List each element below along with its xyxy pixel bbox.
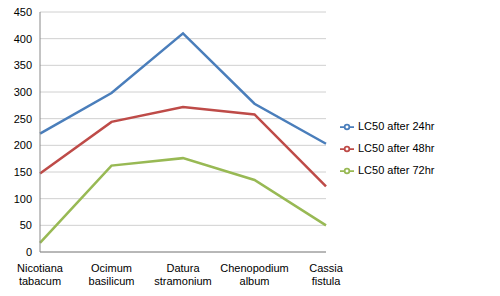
- svg-text:Chenopodiumalbum: Chenopodiumalbum: [220, 262, 289, 287]
- svg-text:350: 350: [14, 59, 32, 71]
- html-text:LC50 after 72hr: LC50 after 72hr: [358, 164, 435, 176]
- svg-text:100: 100: [14, 193, 32, 205]
- svg-text:450: 450: [14, 6, 32, 18]
- svg-text:0: 0: [26, 246, 32, 258]
- svg-text:Nicotianatabacum: Nicotianatabacum: [17, 262, 64, 287]
- svg-text:300: 300: [14, 86, 32, 98]
- html-text:LC50 after 48hr: LC50 after 48hr: [358, 142, 435, 154]
- svg-text:Cassiafistula: Cassiafistula: [309, 262, 344, 287]
- svg-text:400: 400: [14, 33, 32, 45]
- svg-text:Ocimumbasilicum: Ocimumbasilicum: [89, 262, 135, 287]
- svg-text:Daturastramonium: Daturastramonium: [154, 262, 211, 287]
- svg-text:150: 150: [14, 166, 32, 178]
- svg-text:50: 50: [20, 219, 32, 231]
- svg-text:200: 200: [14, 139, 32, 151]
- html-text:LC50 after 24hr: LC50 after 24hr: [358, 120, 435, 132]
- svg-text:250: 250: [14, 113, 32, 125]
